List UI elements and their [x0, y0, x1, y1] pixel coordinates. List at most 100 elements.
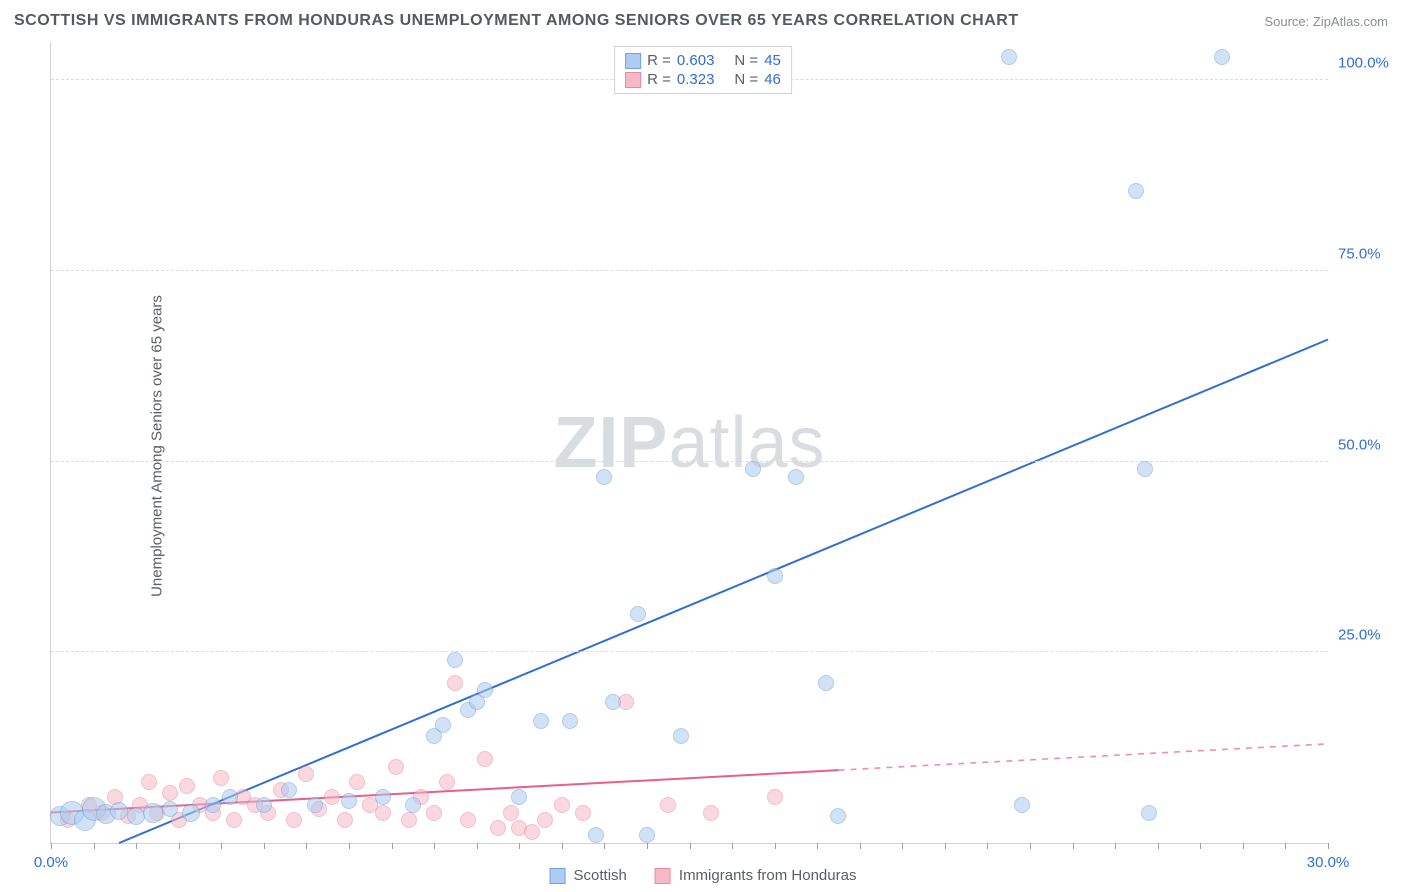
r-value: 0.603 — [677, 52, 715, 69]
honduras-point — [503, 805, 519, 821]
x-tick — [1243, 843, 1244, 849]
x-tick — [1200, 843, 1201, 849]
x-tick — [817, 843, 818, 849]
legend-label: Scottish — [574, 867, 627, 884]
y-tick-label: 50.0% — [1338, 436, 1398, 453]
honduras-point — [575, 805, 591, 821]
r-label: R = — [647, 52, 671, 69]
honduras-point — [426, 805, 442, 821]
honduras-point — [401, 812, 417, 828]
x-tick-label: 30.0% — [1307, 854, 1350, 871]
scottish-point — [307, 797, 323, 813]
x-tick — [136, 843, 137, 849]
x-tick — [987, 843, 988, 849]
honduras-point — [349, 774, 365, 790]
series-legend: Scottish Immigrants from Honduras — [550, 867, 857, 884]
gridline — [51, 651, 1328, 652]
correlation-legend: R =0.603N =45R =0.323N =46 — [614, 46, 792, 94]
x-tick — [1328, 843, 1329, 849]
scottish-point — [562, 713, 578, 729]
scottish-point — [110, 802, 128, 820]
trend-lines — [51, 42, 1328, 843]
legend-item: Scottish — [550, 867, 627, 884]
honduras-point — [179, 778, 195, 794]
r-value: 0.323 — [677, 71, 715, 88]
honduras-point — [324, 789, 340, 805]
scottish-point — [1128, 183, 1144, 199]
r-label: R = — [647, 71, 671, 88]
x-tick — [477, 843, 478, 849]
scottish-point — [341, 793, 357, 809]
scottish-point — [405, 797, 421, 813]
chart-title: SCOTTISH VS IMMIGRANTS FROM HONDURAS UNE… — [14, 12, 1019, 30]
x-tick — [775, 843, 776, 849]
honduras-point — [703, 805, 719, 821]
scottish-point — [1141, 805, 1157, 821]
n-value: 46 — [764, 71, 781, 88]
legend-swatch — [550, 868, 566, 884]
honduras-point — [375, 805, 391, 821]
x-tick — [732, 843, 733, 849]
x-tick — [221, 843, 222, 849]
scottish-point — [830, 808, 846, 824]
scottish-point — [375, 789, 391, 805]
legend-item: Immigrants from Honduras — [655, 867, 857, 884]
watermark: ZIPatlas — [553, 402, 825, 484]
x-tick — [690, 843, 691, 849]
honduras-point — [286, 812, 302, 828]
x-tick-label: 0.0% — [34, 854, 68, 871]
honduras-point — [141, 774, 157, 790]
honduras-point — [660, 797, 676, 813]
honduras-point — [298, 766, 314, 782]
x-tick — [562, 843, 563, 849]
scottish-point — [281, 782, 297, 798]
honduras-point — [490, 820, 506, 836]
x-tick — [1158, 843, 1159, 849]
gridline — [51, 270, 1328, 271]
honduras-point — [460, 812, 476, 828]
honduras-point — [554, 797, 570, 813]
honduras-point — [337, 812, 353, 828]
scottish-point — [447, 652, 463, 668]
scottish-point — [222, 789, 238, 805]
legend-swatch — [655, 868, 671, 884]
honduras-point — [226, 812, 242, 828]
x-tick — [434, 843, 435, 849]
x-tick — [902, 843, 903, 849]
x-tick — [306, 843, 307, 849]
honduras-point — [213, 770, 229, 786]
scottish-point — [818, 675, 834, 691]
scottish-point — [435, 717, 451, 733]
x-tick — [1115, 843, 1116, 849]
y-tick-label: 100.0% — [1338, 55, 1398, 72]
scottish-point — [588, 827, 604, 843]
x-tick — [264, 843, 265, 849]
scottish-point — [630, 606, 646, 622]
y-tick-label: 75.0% — [1338, 245, 1398, 262]
honduras-point — [524, 824, 540, 840]
n-label: N = — [734, 71, 758, 88]
correlation-legend-row: R =0.603N =45 — [625, 51, 781, 70]
legend-label: Immigrants from Honduras — [679, 867, 857, 884]
honduras-point — [162, 785, 178, 801]
chart-plot-area: ZIPatlas 25.0%50.0%75.0%100.0%0.0%30.0% — [50, 42, 1328, 844]
x-tick — [647, 843, 648, 849]
x-tick — [1285, 843, 1286, 849]
scottish-point — [1001, 49, 1017, 65]
scottish-point — [605, 694, 621, 710]
scottish-point — [673, 728, 689, 744]
x-tick — [860, 843, 861, 849]
scottish-point — [1214, 49, 1230, 65]
scottish-point — [1014, 797, 1030, 813]
scottish-point — [162, 801, 178, 817]
scottish-point — [143, 803, 163, 823]
legend-swatch — [625, 53, 641, 69]
scottish-point — [205, 797, 221, 813]
source-attribution: Source: ZipAtlas.com — [1264, 14, 1388, 29]
honduras-point — [477, 751, 493, 767]
scottish-point — [1137, 461, 1153, 477]
honduras-point — [388, 759, 404, 775]
scottish-point — [788, 469, 804, 485]
honduras-point — [447, 675, 463, 691]
y-tick-label: 25.0% — [1338, 627, 1398, 644]
